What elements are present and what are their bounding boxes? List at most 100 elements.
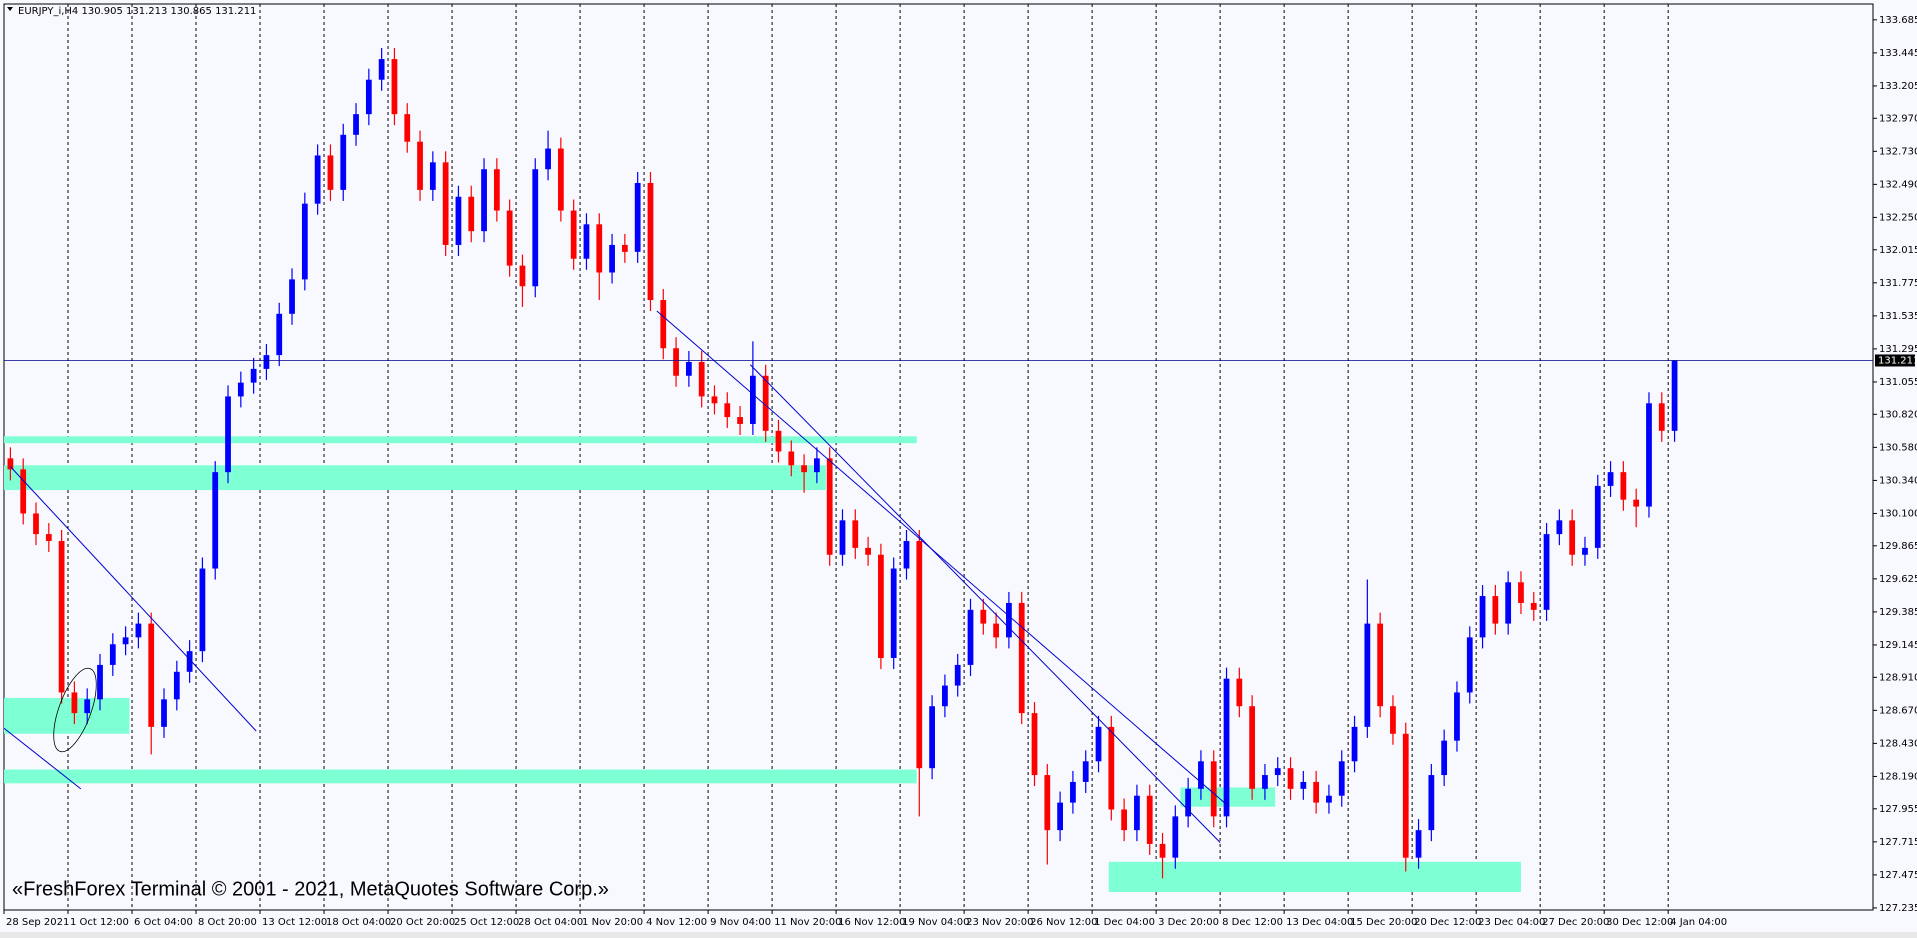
candle-body: [148, 623, 155, 727]
y-tick-label: 133.685: [1879, 15, 1917, 26]
ellipse-marker: [53, 667, 97, 753]
x-tick-label: 4 Nov 12:00: [646, 917, 707, 928]
candle-body: [1313, 781, 1320, 803]
grid: [3, 4, 1669, 910]
candle-body: [698, 361, 705, 397]
candle-body: [276, 313, 283, 356]
x-tick-label: 1 Oct 12:00: [70, 917, 129, 928]
candle-body: [852, 520, 859, 548]
candle-body: [1223, 678, 1230, 817]
candle-body: [442, 162, 449, 245]
y-tick-label: 128.190: [1879, 771, 1917, 782]
candle-body: [340, 134, 347, 190]
candles: [7, 48, 1678, 879]
candle-body: [1377, 623, 1384, 707]
y-tick-label: 132.730: [1879, 146, 1917, 157]
candle-body: [1454, 692, 1460, 741]
x-tick-label: 23 Nov 20:00: [966, 917, 1033, 928]
candle-body: [557, 148, 564, 211]
candle-body: [1492, 596, 1499, 624]
candle-body: [942, 685, 948, 707]
candle-body: [1505, 582, 1512, 624]
candle-body: [58, 540, 65, 693]
candle-body: [1556, 520, 1563, 535]
candle-body: [1172, 816, 1179, 858]
candle-body: [97, 664, 103, 700]
candle-body: [173, 671, 180, 700]
candle-body: [1364, 623, 1371, 727]
trendline: [656, 310, 1230, 808]
candle-body: [212, 472, 219, 569]
x-tick-label: 6 Oct 04:00: [134, 917, 193, 928]
candle-body: [1582, 547, 1588, 555]
candle-body: [1006, 602, 1012, 638]
candle-body: [301, 203, 308, 280]
candle-body: [1274, 768, 1281, 776]
drawings: [3, 310, 1873, 843]
candle-body: [1134, 795, 1140, 831]
candle-body: [1402, 733, 1409, 858]
candle-body: [1287, 768, 1294, 789]
y-tick-label: 132.490: [1879, 179, 1917, 190]
candle-body: [609, 244, 615, 273]
y-tick-label: 128.910: [1879, 672, 1917, 683]
y-tick-label: 133.445: [1879, 48, 1917, 59]
candle-body: [45, 534, 52, 541]
x-tick-label: 13 Oct 12:00: [262, 917, 327, 928]
candle-body: [7, 458, 14, 470]
x-tick-label: 16 Nov 12:00: [838, 917, 905, 928]
candle-body: [1070, 781, 1076, 803]
candle-body: [417, 141, 423, 190]
y-tick-label: 132.250: [1879, 212, 1917, 223]
candle-body: [135, 623, 142, 638]
candle-body: [1658, 403, 1665, 431]
y-tick-label: 131.535: [1879, 311, 1917, 322]
candle-body: [583, 224, 590, 259]
candle-body: [1390, 706, 1396, 734]
y-tick-label: 127.475: [1879, 870, 1917, 881]
candle-body: [826, 458, 833, 555]
candle-body: [365, 79, 372, 115]
candle-body: [532, 169, 539, 287]
candle-body: [634, 182, 641, 252]
candle-body: [1326, 795, 1332, 803]
x-tick-label: 26 Nov 12:00: [1030, 917, 1097, 928]
status-strip: [0, 932, 1917, 938]
x-tick-label: 3 Dec 20:00: [1158, 917, 1219, 928]
x-tick-label: 19 Nov 04:00: [902, 917, 969, 928]
candle-body: [84, 699, 91, 714]
x-tick-label: 20 Oct 20:00: [390, 917, 455, 928]
candle-body: [878, 554, 884, 659]
candle-body: [289, 279, 295, 314]
candle-body: [71, 692, 78, 714]
y-tick-label: 129.625: [1879, 574, 1917, 585]
candle-body: [1108, 726, 1115, 810]
y-tick-label: 132.015: [1879, 245, 1917, 256]
candle-body: [903, 540, 910, 569]
candle-body: [33, 513, 39, 535]
y-tick-label: 127.955: [1879, 804, 1917, 815]
y-tick-label: 129.865: [1879, 541, 1917, 552]
watermark: «FreshForex Terminal © 2001 - 2021, Meta…: [12, 878, 609, 900]
y-tick-label: 128.430: [1879, 738, 1917, 749]
current-price-label: 131.211: [1878, 355, 1917, 366]
x-tick-label: 4 Jan 04:00: [1670, 917, 1727, 928]
y-tick-label: 129.145: [1879, 640, 1917, 651]
candle-body: [762, 375, 769, 431]
candle-body: [980, 609, 987, 624]
x-tick-label: 28 Oct 04:00: [518, 917, 583, 928]
menu-icon[interactable]: [7, 7, 13, 11]
y-tick-label: 130.580: [1879, 442, 1917, 453]
candle-body: [1569, 520, 1576, 555]
candle-body: [1338, 761, 1345, 796]
candle-body: [788, 451, 795, 466]
candle-body: [839, 520, 846, 555]
y-tick-label: 131.055: [1879, 377, 1917, 388]
trendline: [3, 727, 82, 790]
candle-body: [814, 458, 820, 473]
candle-body: [1249, 706, 1256, 789]
x-tick-label: 30 Dec 12:00: [1606, 917, 1673, 928]
y-tick-label: 128.670: [1879, 705, 1917, 716]
x-tick-label: 1 Dec 04:00: [1094, 917, 1155, 928]
